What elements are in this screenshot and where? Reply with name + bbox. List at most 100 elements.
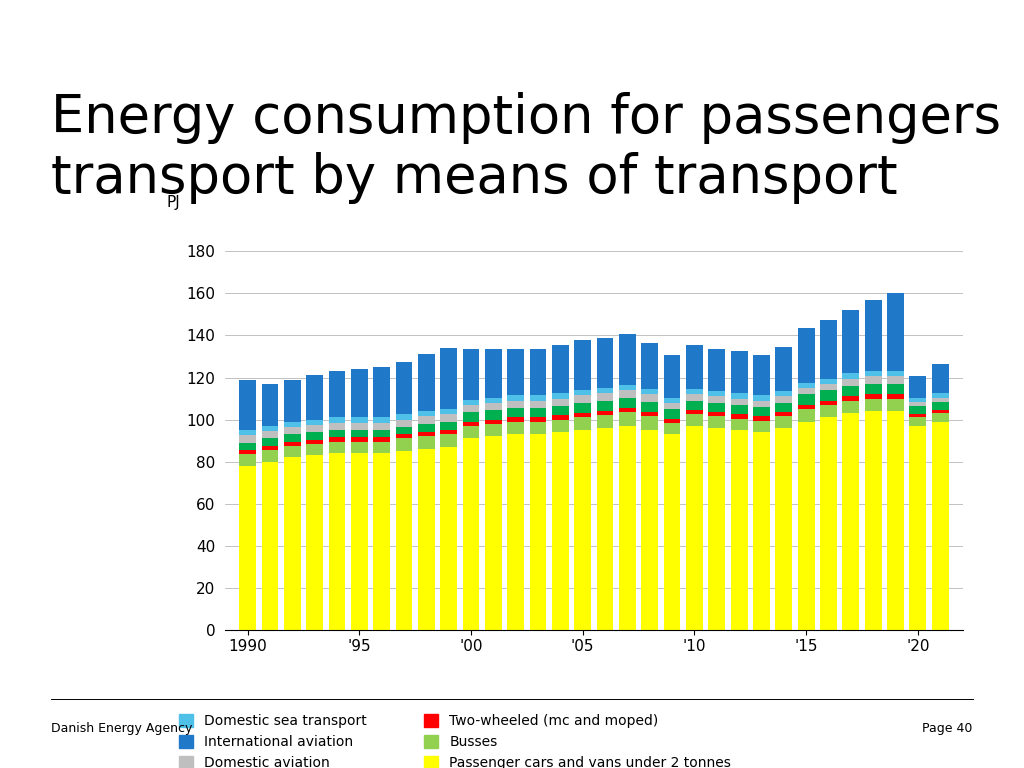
Bar (709, 416, 725, 428)
Bar (418, 354, 435, 411)
Bar (909, 406, 927, 414)
Bar (463, 426, 479, 439)
Bar (887, 394, 904, 399)
Bar (395, 414, 413, 419)
Bar (865, 399, 882, 411)
Bar (463, 349, 479, 399)
Bar (664, 419, 681, 422)
Bar (932, 410, 948, 413)
Bar (641, 402, 658, 412)
Bar (909, 414, 927, 418)
Bar (351, 369, 368, 418)
Bar (240, 442, 256, 450)
Bar (507, 422, 524, 434)
Bar (865, 371, 882, 376)
Bar (753, 401, 770, 407)
Bar (887, 399, 904, 411)
Bar (664, 402, 681, 409)
Bar (261, 462, 279, 630)
Bar (374, 367, 390, 418)
Bar (418, 424, 435, 432)
Bar (887, 411, 904, 630)
Bar (709, 412, 725, 416)
Bar (843, 386, 859, 396)
Bar (597, 401, 613, 411)
Bar (351, 418, 368, 422)
Bar (820, 418, 837, 630)
Bar (485, 402, 502, 410)
Bar (261, 431, 279, 439)
Bar (909, 376, 927, 398)
Bar (374, 442, 390, 453)
Bar (820, 384, 837, 390)
Bar (798, 422, 814, 630)
Bar (686, 389, 702, 394)
Bar (597, 393, 613, 401)
Bar (552, 345, 568, 393)
Bar (641, 343, 658, 389)
Bar (641, 394, 658, 402)
Bar (686, 345, 702, 389)
Bar (440, 434, 457, 447)
Bar (932, 393, 948, 398)
Bar (798, 388, 814, 394)
Bar (664, 409, 681, 419)
Bar (485, 419, 502, 424)
Bar (820, 401, 837, 405)
Bar (284, 434, 301, 442)
Bar (329, 422, 345, 430)
Bar (620, 385, 636, 390)
Bar (440, 409, 457, 414)
Bar (620, 426, 636, 630)
Bar (306, 376, 323, 419)
Bar (865, 394, 882, 399)
Bar (240, 430, 256, 435)
Bar (865, 411, 882, 630)
Bar (798, 394, 814, 405)
Bar (552, 393, 568, 399)
Bar (843, 396, 859, 401)
Bar (731, 399, 748, 405)
Bar (798, 405, 814, 409)
Bar (775, 402, 793, 412)
Bar (887, 293, 904, 371)
Bar (574, 396, 591, 402)
Bar (507, 396, 524, 401)
Bar (529, 396, 547, 401)
Bar (686, 426, 702, 630)
Bar (932, 364, 948, 393)
Text: PJ: PJ (166, 195, 180, 210)
Bar (865, 384, 882, 394)
Bar (261, 426, 279, 431)
Bar (440, 414, 457, 422)
Bar (909, 398, 927, 402)
Bar (485, 410, 502, 419)
Bar (753, 356, 770, 396)
Legend: Domestic sea transport, International aviation, Domestic aviation, Train, S-trai: Domestic sea transport, International av… (173, 709, 736, 768)
Bar (395, 362, 413, 414)
Bar (329, 371, 345, 418)
Bar (351, 438, 368, 442)
Bar (753, 407, 770, 416)
Bar (731, 414, 748, 419)
Bar (932, 402, 948, 410)
Bar (529, 418, 547, 422)
Bar (374, 422, 390, 430)
Bar (775, 391, 793, 396)
Bar (395, 419, 413, 427)
Bar (686, 394, 702, 401)
Bar (463, 405, 479, 412)
Bar (709, 396, 725, 402)
Bar (574, 390, 591, 396)
Bar (284, 442, 301, 446)
Bar (753, 396, 770, 401)
Bar (865, 376, 882, 384)
Bar (753, 416, 770, 421)
Bar (440, 447, 457, 630)
Bar (775, 396, 793, 402)
Bar (909, 402, 927, 406)
Bar (485, 424, 502, 436)
Bar (440, 430, 457, 434)
Bar (284, 446, 301, 458)
Bar (664, 398, 681, 402)
